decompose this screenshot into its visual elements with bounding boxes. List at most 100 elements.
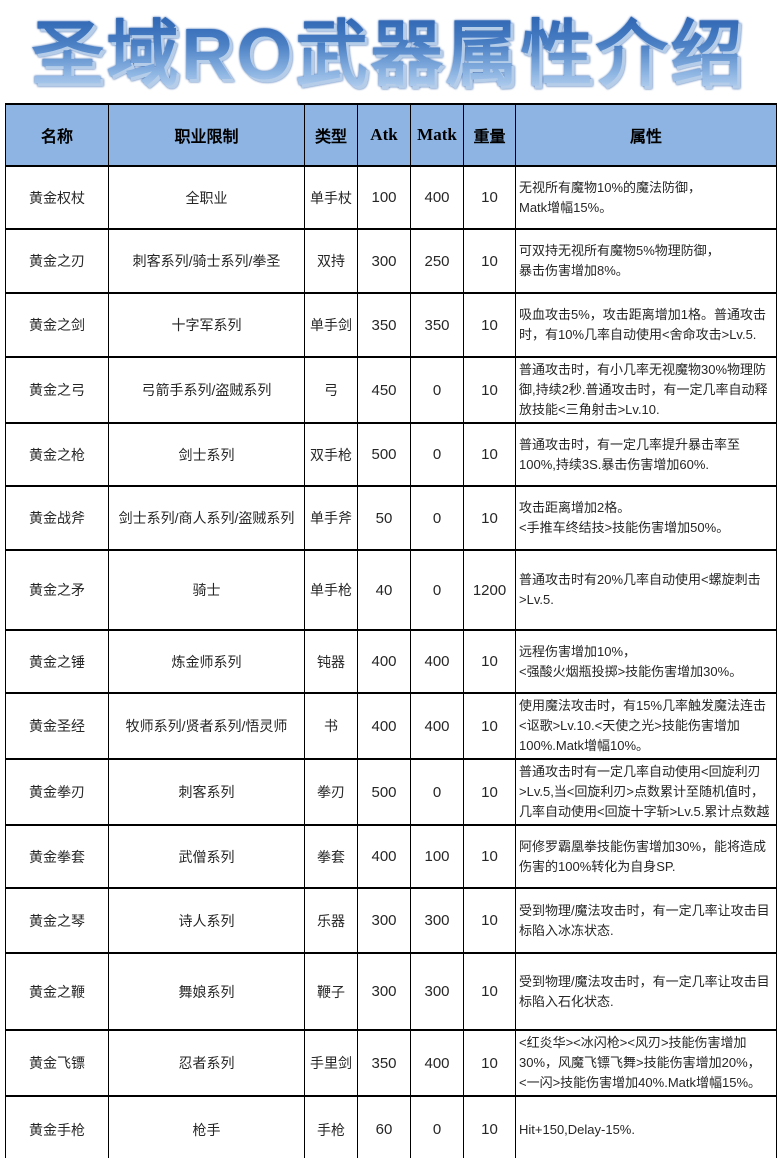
cell-name: 黄金圣经 bbox=[5, 692, 109, 760]
cell-name: 黄金手枪 bbox=[5, 1095, 109, 1158]
cell-matk: 0 bbox=[410, 356, 464, 424]
cell-type: 弓 bbox=[304, 356, 358, 424]
cell-atk: 400 bbox=[357, 824, 411, 889]
table-row: 黄金手枪 枪手 手枪 60 0 10 Hit+150,Delay-15%. bbox=[5, 1095, 777, 1158]
col-header-class-limit: 职业限制 bbox=[108, 103, 305, 167]
page-title: 圣域RO武器属性介绍 bbox=[0, 8, 777, 103]
cell-type: 拳套 bbox=[304, 824, 358, 889]
cell-atk: 100 bbox=[357, 165, 411, 230]
cell-type: 书 bbox=[304, 692, 358, 760]
col-header-name: 名称 bbox=[5, 103, 109, 167]
cell-matk: 0 bbox=[410, 758, 464, 826]
cell-name: 黄金战斧 bbox=[5, 485, 109, 551]
table-row: 黄金之枪 剑士系列 双手枪 500 0 10 普通攻击时，有一定几率提升暴击率至 100%,… bbox=[5, 422, 777, 487]
cell-type: 双持 bbox=[304, 228, 358, 294]
col-header-matk: Matk bbox=[410, 103, 464, 167]
cell-atk: 350 bbox=[357, 1029, 411, 1097]
cell-atk: 300 bbox=[357, 887, 411, 954]
cell-class-limit: 剑士系列/商人系列/盗贼系列 bbox=[108, 485, 305, 551]
cell-type: 单手枪 bbox=[304, 549, 358, 631]
cell-name: 黄金拳刃 bbox=[5, 758, 109, 826]
cell-atk: 50 bbox=[357, 485, 411, 551]
cell-attributes: 无视所有魔物10%的魔法防御， Matk增幅15%。 bbox=[515, 165, 777, 230]
cell-weight: 10 bbox=[463, 165, 516, 230]
cell-atk: 500 bbox=[357, 422, 411, 487]
cell-type: 单手杖 bbox=[304, 165, 358, 230]
cell-name: 黄金之矛 bbox=[5, 549, 109, 631]
cell-name: 黄金之刃 bbox=[5, 228, 109, 294]
table-row: 黄金之矛 骑士 单手枪 40 0 1200 普通攻击时有20%几率自动使用<螺旋刺击 >Lv… bbox=[5, 549, 777, 631]
cell-matk: 100 bbox=[410, 824, 464, 889]
cell-class-limit: 弓箭手系列/盗贼系列 bbox=[108, 356, 305, 424]
cell-atk: 500 bbox=[357, 758, 411, 826]
table-row: 黄金之锤 炼金师系列 钝器 400 400 10 远程伤害增加10%， <强酸火烟瓶投掷>技… bbox=[5, 629, 777, 694]
cell-name: 黄金之锤 bbox=[5, 629, 109, 694]
cell-type: 拳刃 bbox=[304, 758, 358, 826]
cell-weight: 10 bbox=[463, 356, 516, 424]
cell-class-limit: 忍者系列 bbox=[108, 1029, 305, 1097]
col-header-type: 类型 bbox=[304, 103, 358, 167]
cell-atk: 300 bbox=[357, 228, 411, 294]
cell-type: 双手枪 bbox=[304, 422, 358, 487]
table-row: 黄金之剑 十字军系列 单手剑 350 350 10 吸血攻击5%，攻击距离增加1格。普通攻击… bbox=[5, 292, 777, 358]
cell-weight: 10 bbox=[463, 824, 516, 889]
cell-matk: 400 bbox=[410, 692, 464, 760]
col-header-weight: 重量 bbox=[463, 103, 516, 167]
cell-class-limit: 枪手 bbox=[108, 1095, 305, 1158]
cell-name: 黄金飞镖 bbox=[5, 1029, 109, 1097]
cell-matk: 0 bbox=[410, 1095, 464, 1158]
cell-attributes: 远程伤害增加10%， <强酸火烟瓶投掷>技能伤害增加30%。 bbox=[515, 629, 777, 694]
cell-class-limit: 骑士 bbox=[108, 549, 305, 631]
cell-attributes: 可双持无视所有魔物5%物理防御， 暴击伤害增加8%。 bbox=[515, 228, 777, 294]
cell-atk: 450 bbox=[357, 356, 411, 424]
cell-name: 黄金之剑 bbox=[5, 292, 109, 358]
cell-matk: 0 bbox=[410, 422, 464, 487]
col-header-attributes: 属性 bbox=[515, 103, 777, 167]
cell-class-limit: 十字军系列 bbox=[108, 292, 305, 358]
table-row: 黄金之琴 诗人系列 乐器 300 300 10 受到物理/魔法攻击时，有一定几率让攻击目 标… bbox=[5, 887, 777, 954]
cell-class-limit: 舞娘系列 bbox=[108, 952, 305, 1031]
cell-name: 黄金权杖 bbox=[5, 165, 109, 230]
cell-type: 钝器 bbox=[304, 629, 358, 694]
table-row: 黄金拳刃 刺客系列 拳刃 500 0 10 普通攻击时有一定几率自动使用<回旋利刃 >Lv.… bbox=[5, 758, 777, 826]
cell-type: 单手斧 bbox=[304, 485, 358, 551]
cell-weight: 10 bbox=[463, 692, 516, 760]
cell-name: 黄金之弓 bbox=[5, 356, 109, 424]
table-row: 黄金权杖 全职业 单手杖 100 400 10 无视所有魔物10%的魔法防御， Matk增幅… bbox=[5, 165, 777, 230]
cell-attributes: 阿修罗霸凰拳技能伤害增加30%，能将造成 伤害的100%转化为自身SP. bbox=[515, 824, 777, 889]
cell-weight: 10 bbox=[463, 952, 516, 1031]
cell-name: 黄金拳套 bbox=[5, 824, 109, 889]
cell-weight: 10 bbox=[463, 485, 516, 551]
cell-matk: 400 bbox=[410, 629, 464, 694]
cell-type: 乐器 bbox=[304, 887, 358, 954]
cell-atk: 300 bbox=[357, 952, 411, 1031]
cell-weight: 10 bbox=[463, 422, 516, 487]
cell-class-limit: 剑士系列 bbox=[108, 422, 305, 487]
cell-attributes: 受到物理/魔法攻击时，有一定几率让攻击目 标陷入冰冻状态. bbox=[515, 887, 777, 954]
cell-weight: 10 bbox=[463, 758, 516, 826]
cell-attributes: 攻击距离增加2格。 <手推车终结技>技能伤害增加50%。 bbox=[515, 485, 777, 551]
cell-attributes: 普通攻击时，有一定几率提升暴击率至 100%,持续3S.暴击伤害增加60%. bbox=[515, 422, 777, 487]
cell-matk: 300 bbox=[410, 952, 464, 1031]
cell-class-limit: 武僧系列 bbox=[108, 824, 305, 889]
cell-matk: 350 bbox=[410, 292, 464, 358]
cell-attributes: <红炎华><冰闪枪><风刃>技能伤害增加 30%，风魔飞镖飞舞>技能伤害增加20… bbox=[515, 1029, 777, 1097]
cell-attributes: 受到物理/魔法攻击时，有一定几率让攻击目 标陷入石化状态. bbox=[515, 952, 777, 1031]
table-row: 黄金圣经 牧师系列/贤者系列/悟灵师书 400 400 10 使用魔法攻击时，有15%几率… bbox=[5, 692, 777, 760]
cell-class-limit: 刺客系列/骑士系列/拳圣 bbox=[108, 228, 305, 294]
cell-name: 黄金之琴 bbox=[5, 887, 109, 954]
cell-weight: 10 bbox=[463, 228, 516, 294]
cell-attributes: 使用魔法攻击时，有15%几率触发魔法连击 <讴歌>Lv.10.<天使之光>技能伤… bbox=[515, 692, 777, 760]
weapon-table-body: 黄金权杖 全职业 单手杖 100 400 10 无视所有魔物10%的魔法防御， Matk增幅… bbox=[5, 165, 777, 1158]
cell-atk: 40 bbox=[357, 549, 411, 631]
cell-weight: 10 bbox=[463, 1095, 516, 1158]
cell-attributes: 普通攻击时有20%几率自动使用<螺旋刺击 >Lv.5. bbox=[515, 549, 777, 631]
table-row: 黄金之刃 刺客系列/骑士系列/拳圣 双持 300 250 10 可双持无视所有魔物5%物理防… bbox=[5, 228, 777, 294]
cell-weight: 10 bbox=[463, 629, 516, 694]
cell-class-limit: 全职业 bbox=[108, 165, 305, 230]
col-header-atk: Atk bbox=[357, 103, 411, 167]
table-row: 黄金飞镖 忍者系列 手里剑 350 400 10 <红炎华><冰闪枪><风刃>技能伤害增加 … bbox=[5, 1029, 777, 1097]
table-row: 黄金拳套 武僧系列 拳套 400 100 10 阿修罗霸凰拳技能伤害增加30%，能将造成 伤… bbox=[5, 824, 777, 889]
cell-atk: 350 bbox=[357, 292, 411, 358]
